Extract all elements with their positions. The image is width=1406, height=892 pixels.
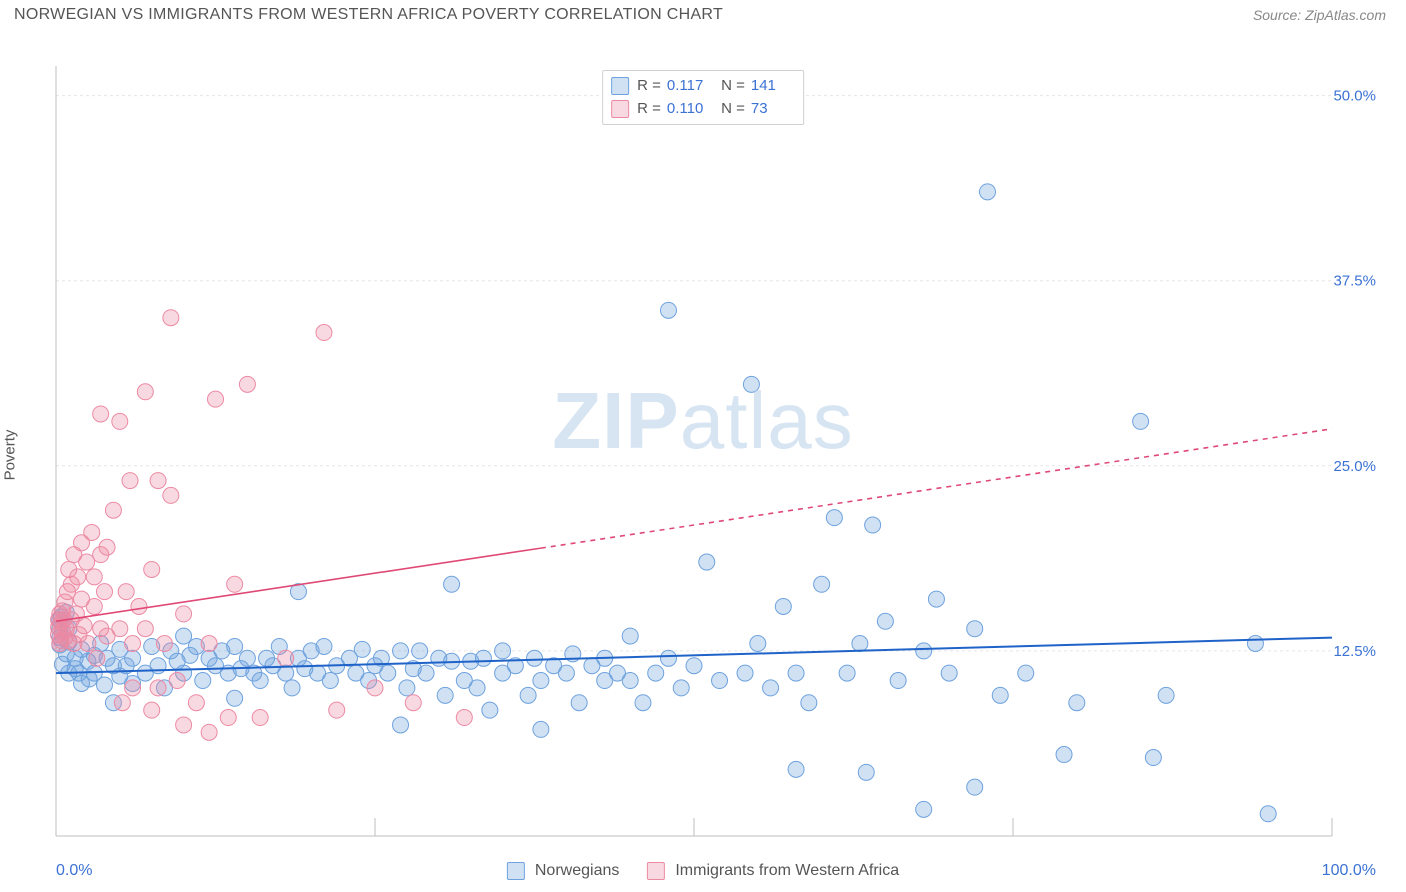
legend-item: Norwegians	[507, 862, 619, 880]
legend-swatch	[507, 862, 525, 880]
legend-swatch	[647, 862, 665, 880]
stat-n-value: 73	[751, 98, 795, 121]
chart-area: Poverty ZIPatlas 12.5%25.0%37.5%50.0% R …	[0, 30, 1406, 880]
svg-text:37.5%: 37.5%	[1333, 273, 1376, 290]
stat-r-label: R =	[637, 75, 661, 98]
svg-text:12.5%: 12.5%	[1333, 643, 1376, 660]
legend-stats-box: R = 0.117 N = 141R = 0.110 N = 73	[602, 70, 804, 125]
svg-text:50.0%: 50.0%	[1333, 88, 1376, 105]
chart-title: NORWEGIAN VS IMMIGRANTS FROM WESTERN AFR…	[14, 6, 723, 24]
legend-item: Immigrants from Western Africa	[647, 862, 899, 880]
legend-label: Norwegians	[535, 862, 619, 880]
legend-bottom: Norwegians Immigrants from Western Africa	[507, 862, 899, 880]
legend-swatch	[611, 77, 629, 95]
x-axis-min-label: 0.0%	[56, 862, 92, 880]
stat-r-label: R =	[637, 98, 661, 121]
source-label: Source: ZipAtlas.com	[1253, 7, 1386, 23]
scatter-plot: 12.5% 25.0% 37.5% 50.0%	[0, 30, 1406, 880]
svg-text:25.0%: 25.0%	[1333, 458, 1376, 475]
stat-n-label: N =	[717, 75, 745, 98]
legend-swatch	[611, 100, 629, 118]
legend-label: Immigrants from Western Africa	[675, 862, 899, 880]
legend-stats-row: R = 0.110 N = 73	[611, 98, 795, 121]
stat-r-value: 0.117	[667, 75, 711, 98]
y-axis-label: Poverty	[2, 430, 19, 481]
title-bar: NORWEGIAN VS IMMIGRANTS FROM WESTERN AFR…	[0, 0, 1406, 30]
stat-n-label: N =	[717, 98, 745, 121]
stat-r-value: 0.110	[667, 98, 711, 121]
x-axis-max-label: 100.0%	[1322, 862, 1376, 880]
legend-stats-row: R = 0.117 N = 141	[611, 75, 795, 98]
stat-n-value: 141	[751, 75, 795, 98]
